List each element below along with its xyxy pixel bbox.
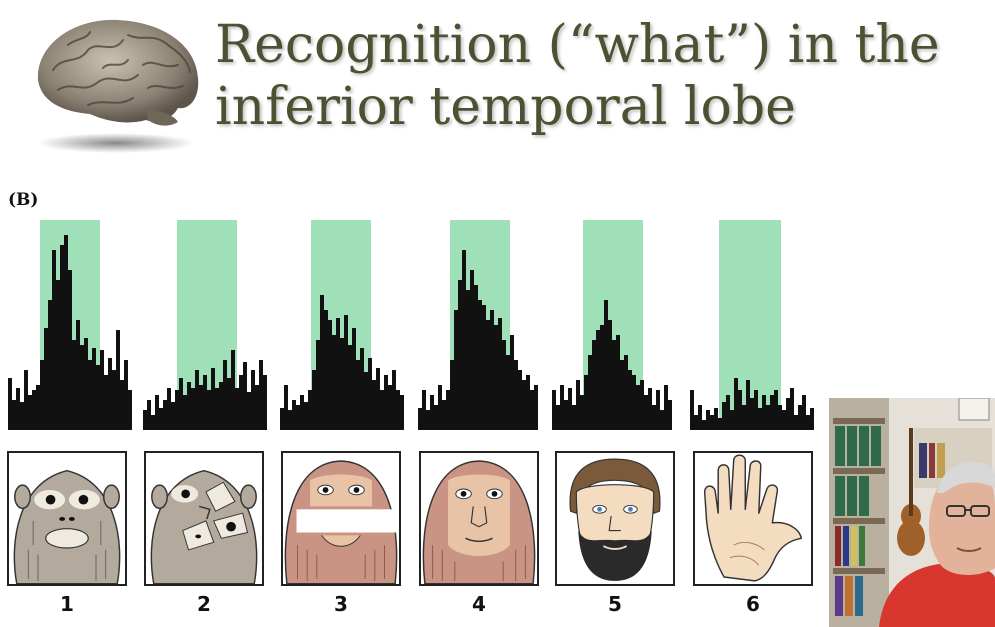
stimulus-label-4: 4 xyxy=(472,592,486,616)
monkey-face-eyes-masked-icon xyxy=(284,460,399,584)
bearded-man-face-icon xyxy=(569,458,661,581)
stimulus-label-3: 3 xyxy=(334,592,348,616)
histogram-3 xyxy=(280,220,404,430)
stimulus-label-1: 1 xyxy=(60,592,74,616)
spike-histogram xyxy=(143,350,267,430)
gray-monkey-face-icon xyxy=(13,469,121,584)
pink-monkey-face-icon xyxy=(422,460,536,584)
stimulus-2 xyxy=(144,451,264,586)
histogram-6 xyxy=(690,220,814,430)
histogram-1 xyxy=(8,220,132,430)
slide-title: Recognition (“what”) in the inferior tem… xyxy=(215,14,985,138)
stimulus-label-5: 5 xyxy=(608,592,622,616)
scrambled-monkey-face-icon xyxy=(150,469,258,584)
stimulus-label-2: 2 xyxy=(197,592,211,616)
spike-histogram xyxy=(418,250,538,430)
hand-icon xyxy=(703,454,803,582)
histogram-2 xyxy=(143,220,267,430)
stimulus-3 xyxy=(281,451,401,586)
slide-title-line-2: inferior temporal lobe xyxy=(215,77,796,137)
stimulus-label-6: 6 xyxy=(746,592,760,616)
stimulus-5 xyxy=(555,451,675,586)
response-histograms xyxy=(8,220,814,430)
stimulus-6 xyxy=(693,451,813,586)
brain-icon xyxy=(37,19,199,153)
spike-histogram xyxy=(8,235,132,430)
panel-label: (B) xyxy=(8,190,39,210)
spike-histogram xyxy=(690,378,814,430)
spike-histogram xyxy=(552,300,672,430)
presenter-video-icon xyxy=(829,398,995,627)
presenter-video xyxy=(829,398,995,627)
histogram-4 xyxy=(418,220,538,430)
stimulus-4 xyxy=(419,451,539,586)
slide-title-line-1: Recognition (“what”) in the xyxy=(215,15,940,75)
histogram-5 xyxy=(552,220,672,430)
stimulus-1 xyxy=(7,451,127,586)
spike-histogram xyxy=(280,295,404,430)
